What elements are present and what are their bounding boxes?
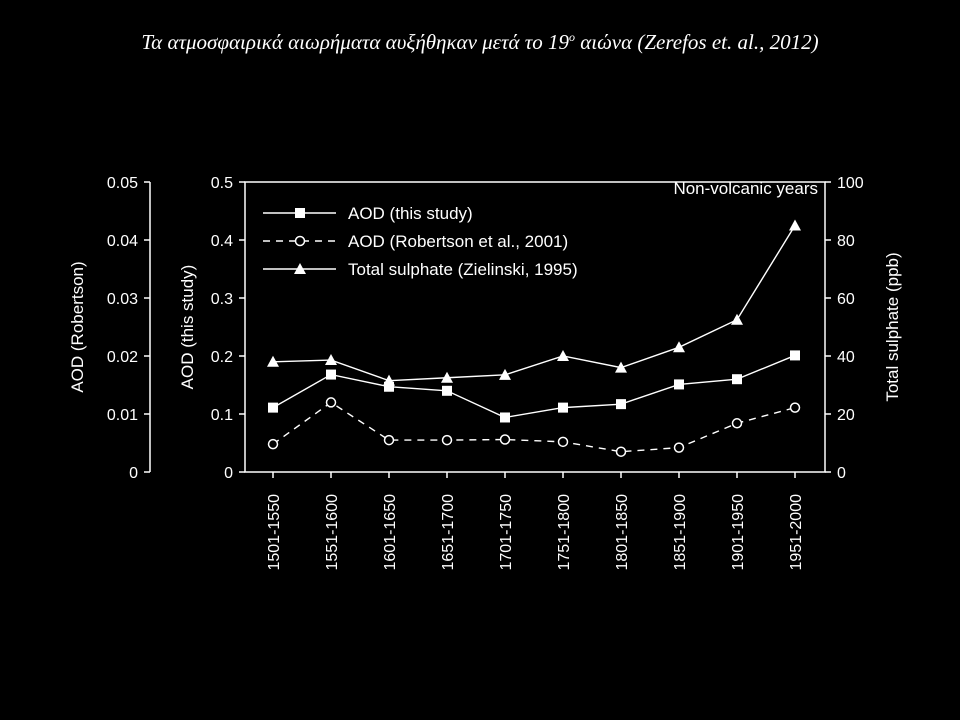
- series-point-2: [325, 354, 337, 366]
- series-point-2: [731, 313, 743, 325]
- legend-label-1: AOD (Robertson et al., 2001): [348, 232, 568, 251]
- tick-label-total-sulphate: 0: [837, 465, 846, 482]
- x-tick-label: 1851-1900: [672, 494, 689, 571]
- series-point-2: [383, 374, 395, 386]
- slide-title-superscript: ο: [569, 30, 576, 44]
- x-tick-label: 1651-1700: [440, 494, 457, 571]
- series-point-0: [326, 369, 336, 380]
- tick-label-aod-this-study: 0.3: [211, 291, 233, 308]
- series-point-1: [789, 402, 801, 413]
- x-tick-label: 1701-1750: [498, 494, 515, 571]
- series-point-1: [441, 434, 453, 446]
- legend-marker-0: [295, 208, 305, 218]
- series-point-1: [557, 436, 569, 448]
- axis-title-aod-this-study: AOD (this study): [178, 265, 197, 390]
- tick-label-aod-robertson: 0.05: [107, 175, 138, 192]
- series-point-1: [325, 397, 337, 408]
- series-point-0: [732, 374, 742, 385]
- series-point-1: [615, 446, 627, 457]
- tick-label-aod-robertson: 0.02: [107, 349, 138, 366]
- legend-marker-1: [294, 235, 306, 247]
- x-tick-label: 1601-1650: [382, 494, 399, 571]
- chart-title: Non-volcanic years: [673, 179, 818, 198]
- legend-label-2: Total sulphate (Zielinski, 1995): [348, 260, 578, 279]
- axis-title-total-sulphate: Total sulphate (ppb): [883, 252, 902, 401]
- x-tick-label: 1751-1800: [556, 494, 573, 571]
- tick-label-aod-robertson: 0.03: [107, 291, 138, 308]
- tick-label-aod-this-study: 0.4: [211, 233, 233, 250]
- series-point-0: [500, 412, 510, 423]
- tick-label-total-sulphate: 60: [837, 291, 855, 308]
- series-point-0: [384, 381, 394, 392]
- x-tick-label: 1501-1550: [266, 494, 283, 571]
- series-point-2: [441, 371, 453, 383]
- tick-label-aod-robertson: 0.04: [107, 233, 138, 250]
- series-line-2: [272, 225, 796, 382]
- series-line-1: [272, 401, 796, 453]
- series-point-2: [499, 368, 511, 380]
- tick-label-aod-this-study: 0.5: [211, 175, 233, 192]
- series-point-2: [615, 361, 627, 373]
- series-point-0: [268, 402, 278, 413]
- tick-label-aod-robertson: 0: [129, 465, 138, 482]
- series-point-0: [442, 385, 452, 396]
- series-point-1: [383, 434, 395, 446]
- series-point-1: [499, 434, 511, 445]
- series-point-2: [267, 355, 279, 367]
- x-tick-label: 1951-2000: [788, 494, 805, 571]
- series-line-0: [272, 354, 796, 419]
- tick-label-total-sulphate: 80: [837, 233, 855, 250]
- series-point-1: [731, 418, 743, 429]
- tick-label-total-sulphate: 100: [837, 175, 864, 192]
- series-point-1: [267, 438, 279, 450]
- series-point-0: [674, 379, 684, 390]
- tick-label-aod-robertson: 0.01: [107, 407, 138, 424]
- axis-title-aod-robertson: AOD (Robertson): [68, 261, 87, 392]
- series-point-0: [790, 350, 800, 361]
- x-tick-label: 1901-1950: [730, 494, 747, 571]
- tick-label-aod-this-study: 0.2: [211, 349, 233, 366]
- series-point-1: [673, 442, 685, 453]
- legend-marker-2: [294, 263, 306, 274]
- series-point-2: [673, 341, 685, 353]
- tick-label-total-sulphate: 40: [837, 349, 855, 366]
- slide-title-main: Τα ατμοσφαιρικά αιωρήματα αυξήθηκαν μετά…: [141, 30, 570, 54]
- slide-title-tail: αιώνα (Zerefos et. al., 2012): [575, 30, 819, 54]
- tick-label-aod-this-study: 0: [224, 465, 233, 482]
- x-tick-label: 1551-1600: [324, 494, 341, 571]
- legend-label-0: AOD (this study): [348, 204, 473, 223]
- series-point-0: [558, 402, 568, 413]
- tick-label-total-sulphate: 20: [837, 407, 855, 424]
- tick-label-aod-this-study: 0.1: [211, 407, 233, 424]
- plot-frame: [244, 181, 826, 473]
- x-tick-label: 1801-1850: [614, 494, 631, 571]
- series-point-2: [789, 219, 801, 231]
- series-point-2: [557, 350, 569, 361]
- slide-title: Τα ατμοσφαιρικά αιωρήματα αυξήθηκαν μετά…: [0, 30, 960, 55]
- series-point-0: [616, 399, 626, 410]
